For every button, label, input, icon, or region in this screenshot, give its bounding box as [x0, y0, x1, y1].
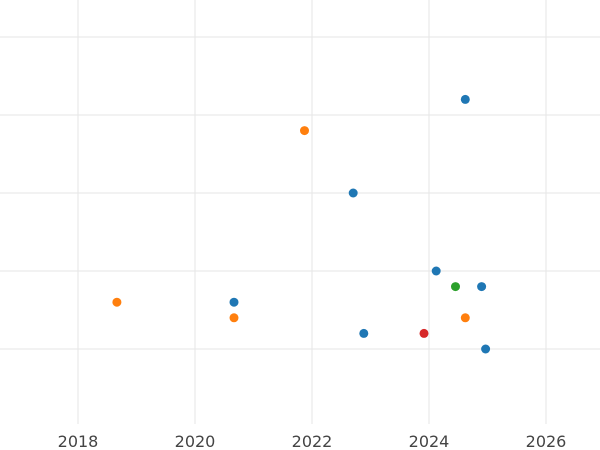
data-point: [451, 282, 460, 292]
x-tick-label: 2026: [526, 432, 567, 450]
data-point: [419, 328, 429, 338]
data-point: [460, 94, 470, 104]
data-point: [460, 313, 470, 323]
data-point: [229, 313, 239, 323]
data-point: [112, 297, 122, 307]
data-point: [229, 297, 239, 307]
x-tick-label: 2020: [175, 432, 216, 450]
data-point: [481, 344, 491, 354]
grid: [0, 0, 600, 424]
data-points: [112, 94, 491, 354]
data-point: [431, 266, 441, 276]
data-point: [477, 282, 487, 292]
data-point: [359, 328, 369, 338]
x-tick-label: 2018: [58, 432, 99, 450]
x-tick-label: 2022: [292, 432, 333, 450]
data-point: [348, 188, 358, 198]
x-axis-tick-labels: 2018 2020 2022 2024 2026: [58, 432, 567, 450]
x-tick-label: 2024: [409, 432, 450, 450]
data-point: [300, 126, 309, 136]
